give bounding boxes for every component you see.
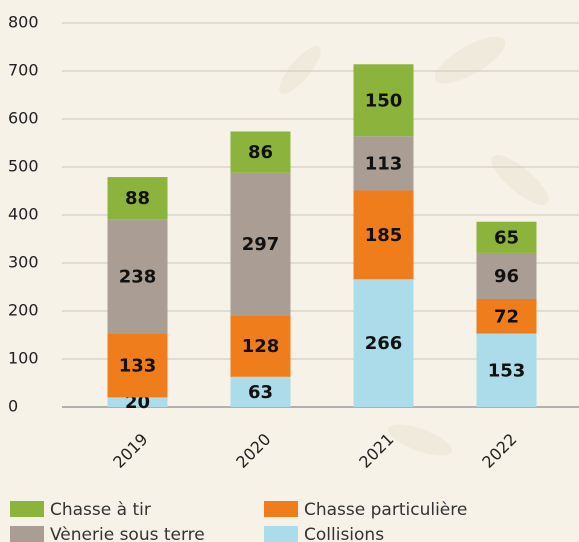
data-label: 88 [125,188,150,209]
y-tick-label: 100 [8,349,39,368]
y-tick-label: 400 [8,205,39,224]
legend-label: Chasse particulière [304,500,467,520]
chart: 0100200300400500600700800201332388820196… [0,0,579,542]
x-tick-label: 2022 [478,430,520,472]
y-tick-label: 800 [8,13,39,32]
y-tick-label: 600 [8,109,39,128]
legend-swatch [10,526,44,542]
data-label: 128 [242,336,280,357]
legend-swatch [10,501,44,517]
data-label: 238 [119,266,157,287]
data-label: 153 [488,360,526,381]
y-tick-label: 700 [8,61,39,80]
data-label: 63 [248,382,273,403]
y-tick-label: 500 [8,157,39,176]
data-label: 86 [248,142,273,163]
legend-swatch [264,501,298,517]
x-tick-label: 2021 [355,430,397,472]
data-label: 65 [494,227,519,248]
legend-label: Vènerie sous terre [50,525,205,542]
x-tick-label: 2019 [109,430,151,472]
x-tick-label: 2020 [232,430,274,472]
y-tick-label: 300 [8,253,39,272]
data-label: 72 [494,306,519,327]
legend-swatch [264,526,298,542]
data-label: 185 [365,225,403,246]
legend-label: Collisions [304,525,384,542]
legend-label: Chasse à tir [50,500,151,520]
data-label: 266 [365,333,403,354]
y-tick-label: 200 [8,301,39,320]
data-label: 133 [119,355,157,376]
data-label: 297 [242,234,280,255]
y-tick-label: 0 [8,397,18,416]
page: {"chart_data": {"type": "stacked_bar", "… [0,0,579,542]
data-label: 150 [365,90,403,111]
data-label: 113 [365,153,403,174]
data-label: 96 [494,266,519,287]
